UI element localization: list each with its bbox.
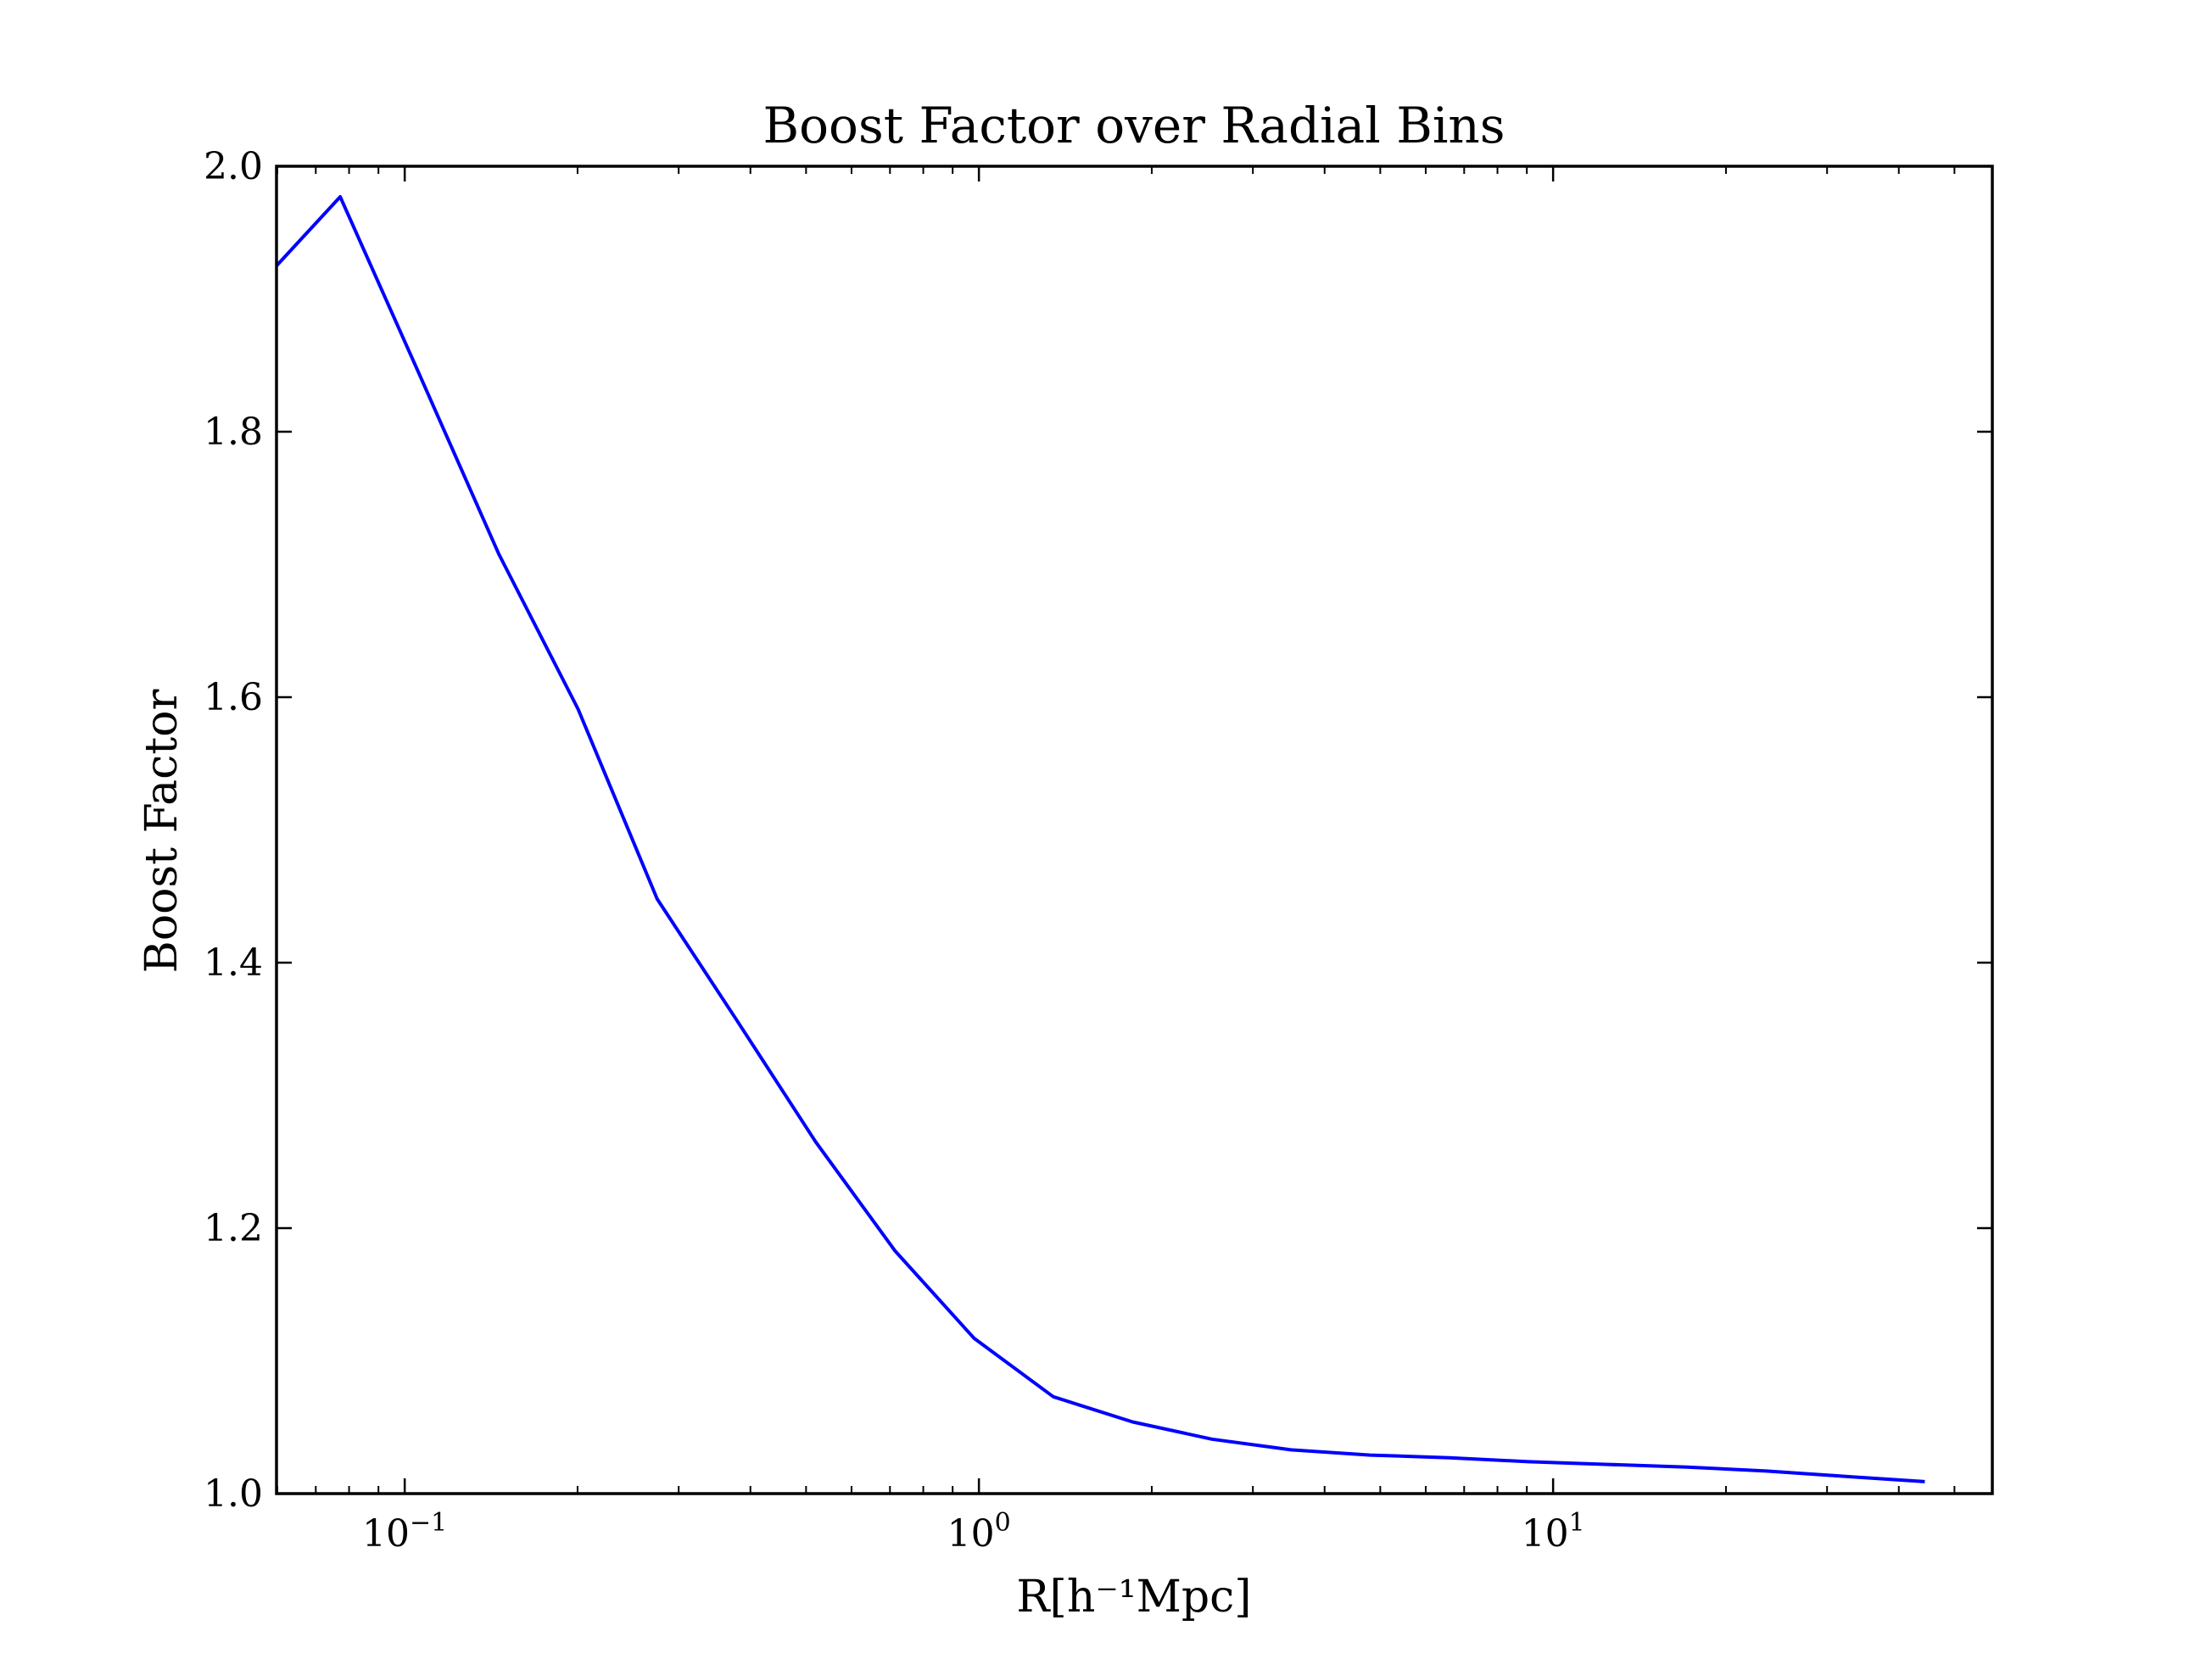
x-tick-label: 101 xyxy=(1522,1508,1585,1556)
plot-frame xyxy=(275,165,1994,1495)
y-tick-label: 1.6 xyxy=(204,676,263,719)
y-tick-label: 1.4 xyxy=(204,941,263,985)
y-axis-label: Boost Factor xyxy=(137,690,187,974)
y-tick-label: 1.8 xyxy=(204,411,263,454)
y-tick-label: 1.2 xyxy=(204,1207,263,1250)
x-tick-label: 10−1 xyxy=(362,1508,447,1556)
axis-ticks xyxy=(276,165,1992,1495)
x-axis-label: R[h⁻¹Mpc] xyxy=(1016,1572,1251,1623)
x-tick-label: 100 xyxy=(947,1508,1011,1556)
y-tick-label: 2.0 xyxy=(204,145,263,188)
series-line xyxy=(275,195,1925,1483)
series-group xyxy=(275,195,1925,1483)
chart-title: Boost Factor over Radial Bins xyxy=(762,97,1505,154)
tick-labels: 1.0 1.2 1.4 1.6 1.8 2.0 10−1 100 101 xyxy=(204,145,1585,1556)
y-tick-label: 1.0 xyxy=(204,1472,263,1516)
